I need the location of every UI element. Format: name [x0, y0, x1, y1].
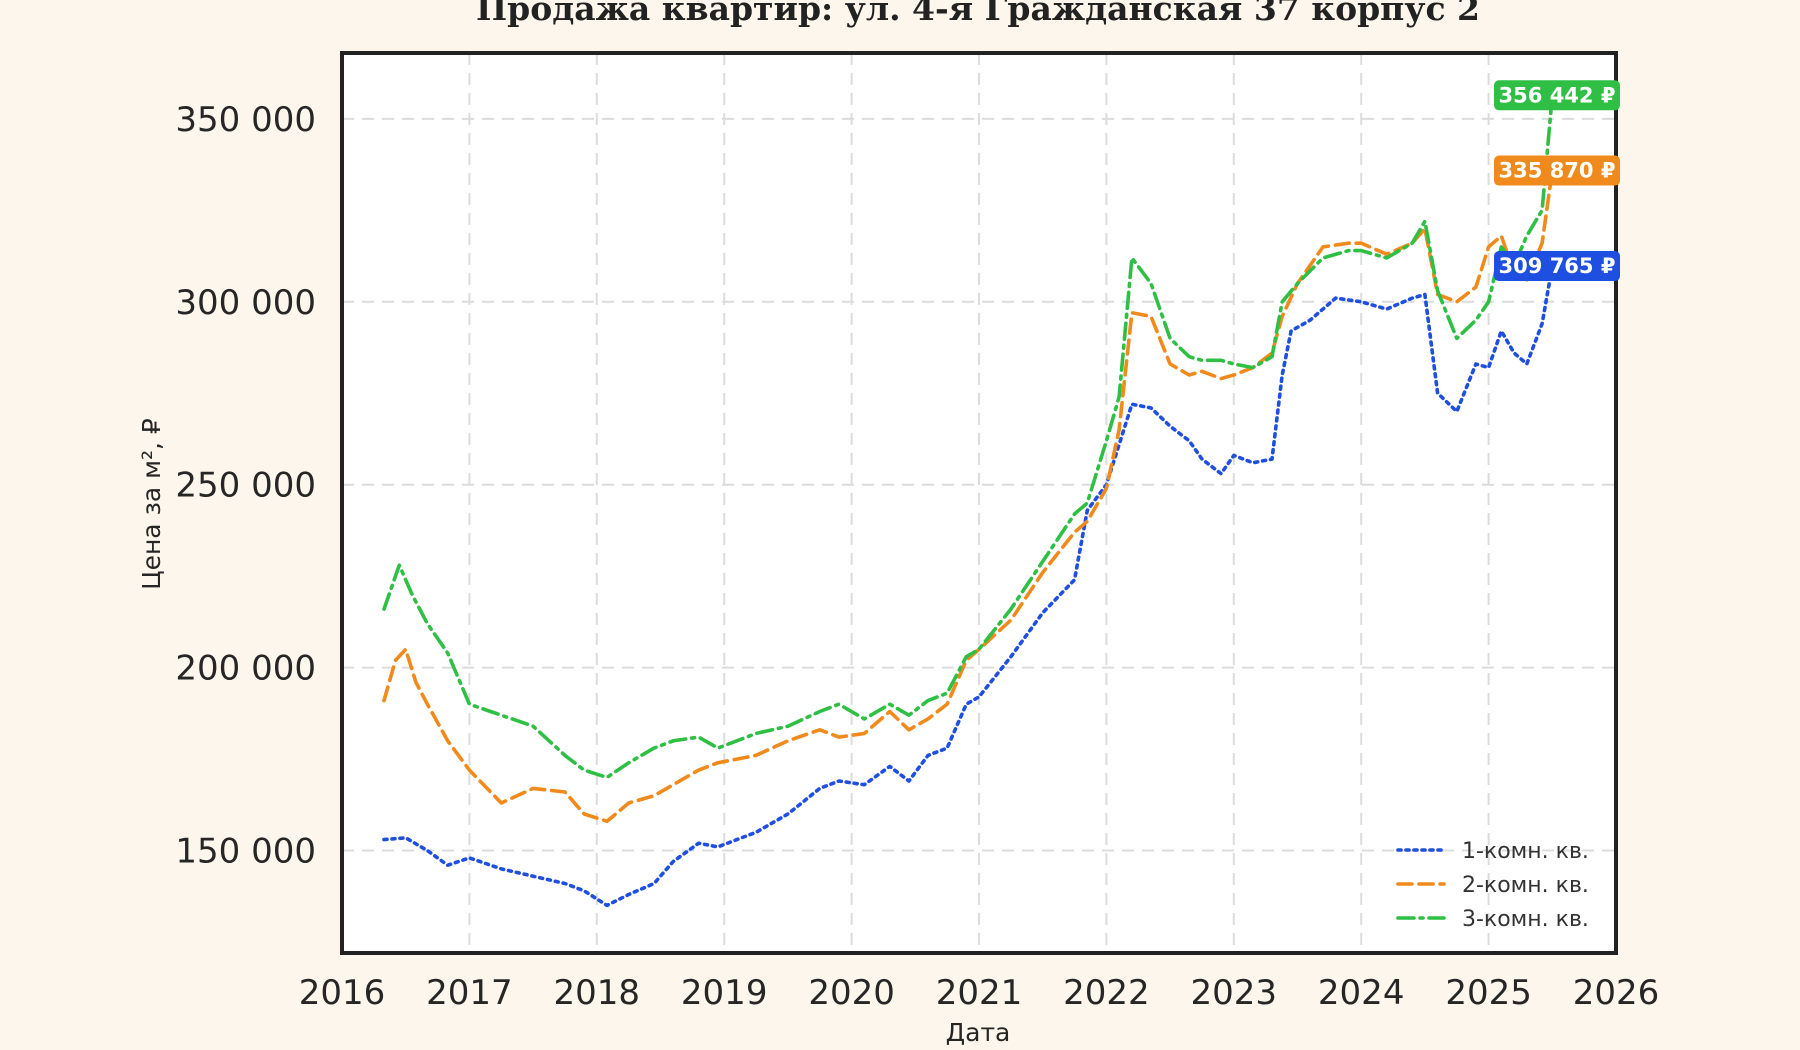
series-lines: [382, 93, 1555, 908]
x-tick-label: 2024: [1318, 973, 1405, 1013]
y-axis-label: Цена за м², ₽: [137, 418, 166, 590]
x-tick-label: 2020: [808, 973, 895, 1013]
x-tick-label: 2016: [299, 973, 386, 1013]
y-tick-label: 200 000: [175, 649, 316, 689]
legend-label: 1-комн. кв.: [1462, 839, 1589, 864]
x-tick-label: 2022: [1063, 973, 1150, 1013]
x-tick-label: 2023: [1191, 973, 1278, 1013]
series-line-1: [382, 264, 1555, 908]
y-tick-label: 150 000: [175, 832, 316, 872]
last-value-badge: [1494, 80, 1620, 111]
x-tick-label: 2019: [681, 973, 768, 1013]
last-value-label: 309 765 ₽: [1499, 254, 1616, 278]
y-tick-label: 250 000: [175, 466, 316, 506]
x-tick-label: 2017: [426, 973, 513, 1013]
last-value-badge: [1494, 251, 1620, 282]
chart-title: Продажа квартир: ул. 4-я Гражданская 37 …: [476, 0, 1480, 28]
x-tick-label: 2021: [936, 973, 1023, 1013]
x-tick-label: 2026: [1573, 973, 1660, 1013]
plot-frame: [340, 51, 1618, 955]
legend-label: 2-комн. кв.: [1462, 873, 1589, 898]
legend-label: 3-комн. кв.: [1462, 907, 1589, 932]
x-axis-label: Дата: [946, 1018, 1011, 1047]
last-value-badges: 309 765 ₽ 335 870 ₽ 356 442 ₽: [1494, 80, 1620, 282]
last-value-label: 356 442 ₽: [1499, 83, 1616, 107]
x-tick-label: 2025: [1445, 973, 1532, 1013]
series-line-3: [382, 93, 1555, 780]
legend: 1-комн. кв. 2-комн. кв. 3-комн. кв.: [1396, 839, 1589, 932]
x-tick-label: 2018: [554, 973, 641, 1013]
y-tick-label: 350 000: [175, 100, 316, 140]
last-value-label: 335 870 ₽: [1499, 159, 1616, 183]
y-tick-label: 300 000: [175, 283, 316, 323]
axis-ticks: 2016 2017 2018 2019 2020 2021 2022 2023 2024 2025…: [175, 100, 1659, 1013]
last-value-badge: [1494, 155, 1620, 186]
